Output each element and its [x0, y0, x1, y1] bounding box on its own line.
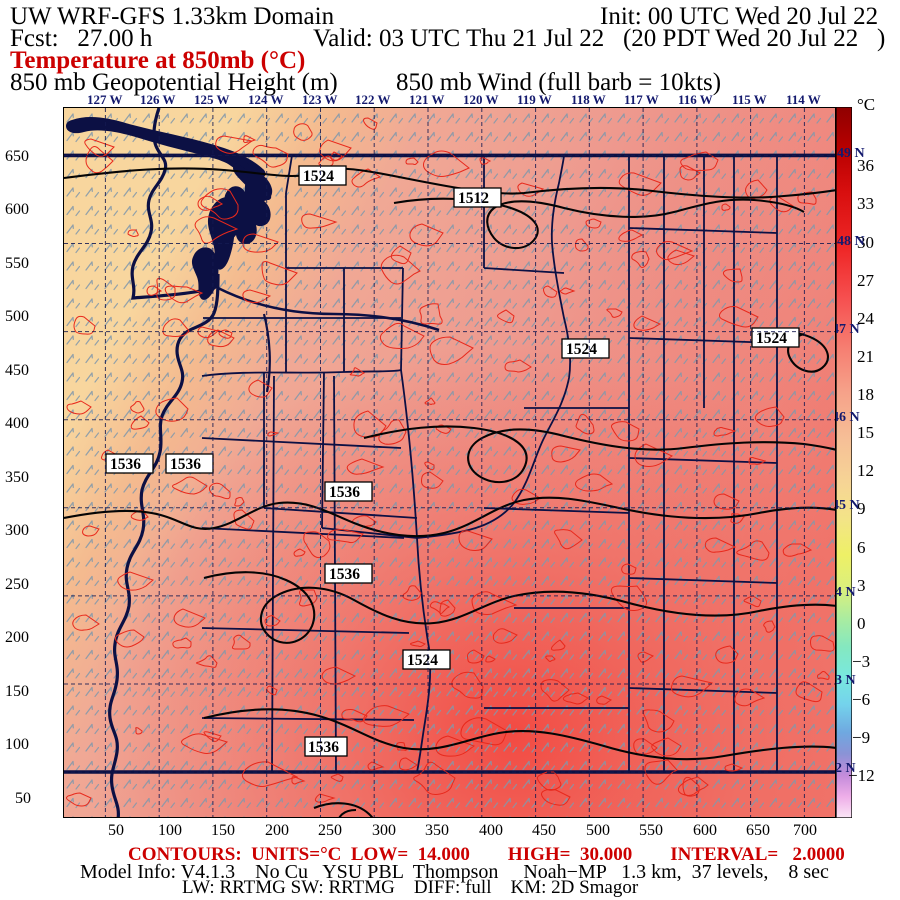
svg-text:1536: 1536 — [308, 739, 339, 756]
svg-text:1524: 1524 — [407, 652, 438, 669]
svg-text:1536: 1536 — [329, 484, 360, 501]
svg-text:1536: 1536 — [110, 456, 141, 473]
svg-text:1536: 1536 — [329, 566, 360, 583]
svg-text:1524: 1524 — [303, 168, 334, 185]
svg-text:1536: 1536 — [170, 456, 201, 473]
svg-text:1524: 1524 — [756, 330, 787, 347]
svg-text:1524: 1524 — [566, 341, 597, 358]
svg-text:1512: 1512 — [458, 190, 489, 207]
